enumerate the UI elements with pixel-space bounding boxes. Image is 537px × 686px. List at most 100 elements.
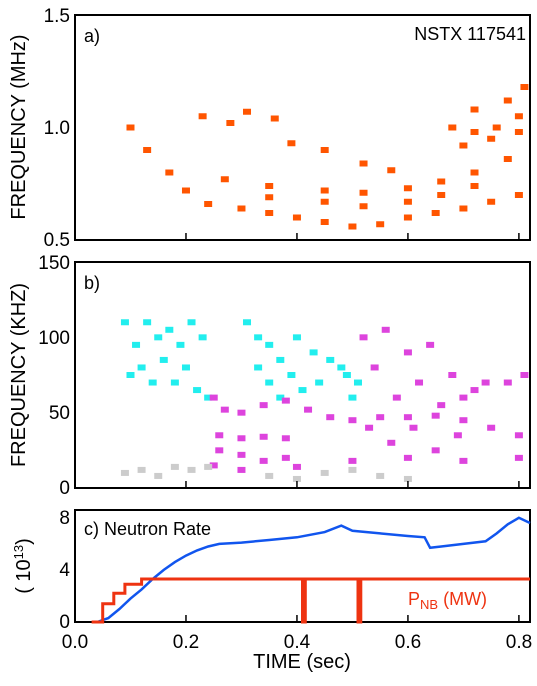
panel-a-point xyxy=(470,106,479,113)
panel-a-point xyxy=(292,214,301,221)
panel-b-point xyxy=(514,432,523,439)
xtick-0-8: 0.8 xyxy=(506,632,532,653)
panel-b-point xyxy=(298,387,307,394)
panel-b-point xyxy=(292,463,301,470)
panel-b-point xyxy=(337,364,346,371)
panel-a-point xyxy=(204,201,213,207)
panel-b-point xyxy=(370,364,379,371)
panel-b-point xyxy=(431,447,440,454)
panel-b-point xyxy=(237,466,246,473)
panel-b-point xyxy=(215,447,224,454)
panel-b-point xyxy=(376,472,385,479)
panel-b-point xyxy=(254,334,263,341)
panel-b-point xyxy=(431,412,440,419)
panel-b-point xyxy=(154,334,163,341)
panel-b-point xyxy=(281,397,290,404)
panel-a-point xyxy=(520,84,529,90)
panel-b-point xyxy=(120,319,129,326)
panel-a-point xyxy=(431,210,440,216)
panel-b-point xyxy=(132,341,141,348)
panel-a-point xyxy=(492,124,501,131)
panel-b-point xyxy=(448,372,457,378)
panel-a-point xyxy=(470,183,479,189)
panel-b-ytick-100: 100 xyxy=(38,328,70,349)
panel-a-point xyxy=(359,189,368,196)
panel-b-point xyxy=(165,326,174,333)
xtick-0-4: 0.4 xyxy=(284,632,311,653)
xtick-0-0: 0.0 xyxy=(62,632,88,653)
pnb-line xyxy=(91,577,530,624)
panel-b-point xyxy=(415,379,424,386)
shot-annotation: NSTX 117541 xyxy=(414,24,526,44)
panel-b-point xyxy=(187,319,196,326)
panel-a-point xyxy=(270,115,279,122)
panel-a-point xyxy=(220,176,229,183)
panel-a-point xyxy=(265,210,274,216)
panel-a-point xyxy=(265,194,274,201)
panel-b-point xyxy=(348,466,357,473)
panel-a-point xyxy=(387,167,396,174)
panel-a-point xyxy=(403,198,412,205)
panel-a-frame xyxy=(74,14,531,241)
panel-a-point xyxy=(320,198,329,205)
panel-b-point xyxy=(259,433,268,440)
panel-b-point xyxy=(437,402,446,409)
panel-c-ylabel: ( 1013) xyxy=(11,538,35,594)
panel-b-point xyxy=(204,394,213,401)
panel-b-point xyxy=(281,454,290,461)
panel-a-point xyxy=(287,140,296,147)
panel-a-point xyxy=(470,129,479,135)
panel-b-point xyxy=(154,472,163,479)
panel-b-point xyxy=(426,341,435,348)
panel-b-point xyxy=(265,379,274,386)
panel-b-point xyxy=(348,394,357,401)
panel-a-label: a) xyxy=(84,26,100,46)
panel-b-point xyxy=(170,379,179,386)
panel-b-point xyxy=(459,394,468,401)
panel-b-point xyxy=(292,475,301,482)
panel-a-point xyxy=(359,203,368,210)
panel-b-point xyxy=(215,432,224,439)
panel-b-point xyxy=(520,372,529,378)
panel-b-point xyxy=(254,364,263,371)
panel-a-point xyxy=(320,219,329,225)
panel-b-point xyxy=(209,394,218,401)
panel-b-point xyxy=(403,349,412,356)
panel-a-point xyxy=(320,187,329,194)
panel-a-point xyxy=(181,187,190,194)
panel-a-point xyxy=(514,192,523,198)
panel-b-point xyxy=(376,414,385,421)
panel-b-ytick-0: 0 xyxy=(59,478,70,499)
panel-b-point xyxy=(326,414,335,421)
panel-a-point xyxy=(320,147,329,153)
panel-a-point xyxy=(459,205,468,212)
panel-b-point xyxy=(459,417,468,424)
panel-b-point xyxy=(392,394,401,401)
panel-c-ytick-4: 4 xyxy=(59,560,70,581)
panel-b-point xyxy=(459,457,468,464)
tick-marks xyxy=(74,233,520,622)
panel-b-point xyxy=(287,372,296,378)
panel-a-point xyxy=(165,169,174,176)
panel-a-point xyxy=(437,192,446,198)
panel-b-point xyxy=(170,463,179,470)
panel-a-point xyxy=(237,205,246,212)
panel-b-marks xyxy=(120,319,529,482)
panel-a-point xyxy=(437,178,446,185)
panel-b-point xyxy=(281,435,290,442)
panel-a-point xyxy=(376,221,385,228)
panel-b-point xyxy=(403,414,412,421)
panel-b-point xyxy=(243,319,252,326)
panel-b-point xyxy=(237,451,246,458)
panel-b-point xyxy=(320,469,329,476)
panel-b-point xyxy=(487,424,496,431)
neutron-rate-label: c) Neutron Rate xyxy=(84,519,211,539)
panel-b-point xyxy=(326,356,335,363)
panel-a-ytick-high: 1.5 xyxy=(44,6,70,27)
panel-a-point xyxy=(143,147,152,153)
panel-b-point xyxy=(292,334,301,341)
panel-b-point xyxy=(120,469,129,476)
panel-b-point xyxy=(143,319,152,326)
panel-a-point xyxy=(459,142,468,149)
